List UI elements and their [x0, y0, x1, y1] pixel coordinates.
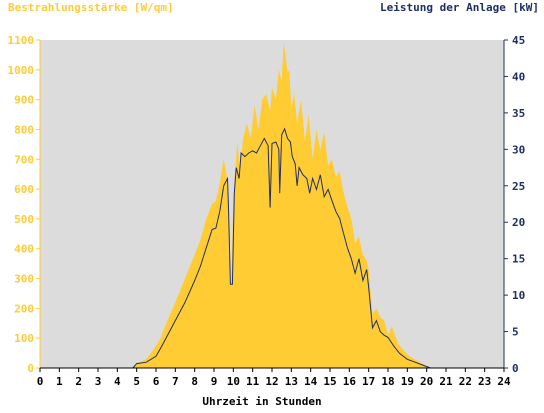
- right-tick-label: 15: [512, 253, 525, 266]
- x-tick-label: 3: [95, 375, 102, 388]
- x-tick-label: 13: [285, 375, 298, 388]
- left-tick-label: 900: [14, 94, 34, 107]
- left-tick-label: 600: [14, 183, 34, 196]
- power-line-layer: [40, 127, 504, 369]
- x-tick-label: 24: [497, 375, 511, 388]
- right-tick-label: 45: [512, 34, 525, 47]
- x-tick-label: 4: [114, 375, 121, 388]
- left-tick-label: 700: [14, 153, 34, 166]
- right-axis-title: Leistung der Anlage [kW]: [380, 1, 539, 14]
- x-tick-label: 22: [459, 375, 472, 388]
- irradiance-area: [40, 43, 504, 368]
- x-tick-label: 14: [304, 375, 318, 388]
- left-tick-label: 500: [14, 213, 34, 226]
- x-tick-label: 16: [343, 375, 357, 388]
- x-tick-label: 1: [56, 375, 63, 388]
- x-tick-label: 9: [211, 375, 218, 388]
- x-tick-label: 10: [227, 375, 240, 388]
- x-tick-label: 17: [362, 375, 375, 388]
- right-tick-label: 40: [512, 70, 525, 83]
- right-tick-label: 25: [512, 180, 525, 193]
- x-tick-label: 0: [37, 375, 44, 388]
- x-tick-label: 21: [439, 375, 453, 388]
- left-axis-title: Bestrahlungsstärke [W/qm]: [8, 1, 174, 14]
- left-tick-label: 0: [27, 362, 34, 375]
- right-tick-label: 10: [512, 289, 525, 302]
- x-axis-ticks: 0 1 2 3 4 5 6 7 8 9 10 11 12 13 14 15 16 17 18 19 20 21 22 23 24: [37, 368, 511, 388]
- x-tick-label: 23: [478, 375, 491, 388]
- x-axis-title: Uhrzeit in Stunden: [202, 395, 321, 408]
- left-tick-label: 1100: [8, 34, 35, 47]
- left-tick-label: 400: [14, 243, 34, 256]
- right-tick-label: 20: [512, 216, 525, 229]
- x-tick-label: 12: [265, 375, 278, 388]
- x-tick-label: 11: [246, 375, 260, 388]
- power-line: [40, 127, 504, 369]
- x-tick-label: 20: [420, 375, 433, 388]
- right-tick-label: 30: [512, 143, 525, 156]
- irradiance-area-layer: [40, 43, 504, 368]
- right-axis-ticks: 0 5 10 15 20 25 30 35 40 45: [504, 34, 525, 375]
- x-tick-label: 2: [75, 375, 82, 388]
- x-tick-label: 8: [191, 375, 198, 388]
- x-tick-label: 18: [381, 375, 394, 388]
- right-tick-label: 0: [512, 362, 519, 375]
- right-tick-label: 5: [512, 326, 519, 339]
- x-tick-label: 6: [153, 375, 160, 388]
- left-tick-label: 200: [14, 302, 34, 315]
- left-tick-label: 1000: [8, 64, 35, 77]
- x-tick-label: 19: [401, 375, 414, 388]
- x-tick-label: 7: [172, 375, 179, 388]
- right-tick-label: 35: [512, 107, 525, 120]
- left-tick-label: 800: [14, 123, 34, 136]
- x-tick-label: 15: [323, 375, 336, 388]
- left-tick-label: 100: [14, 332, 34, 345]
- x-tick-label: 5: [133, 375, 140, 388]
- left-tick-label: 300: [14, 273, 34, 286]
- left-axis-ticks: 0 100 200 300 400 500 600 700 800 900 1000 1100: [8, 34, 40, 375]
